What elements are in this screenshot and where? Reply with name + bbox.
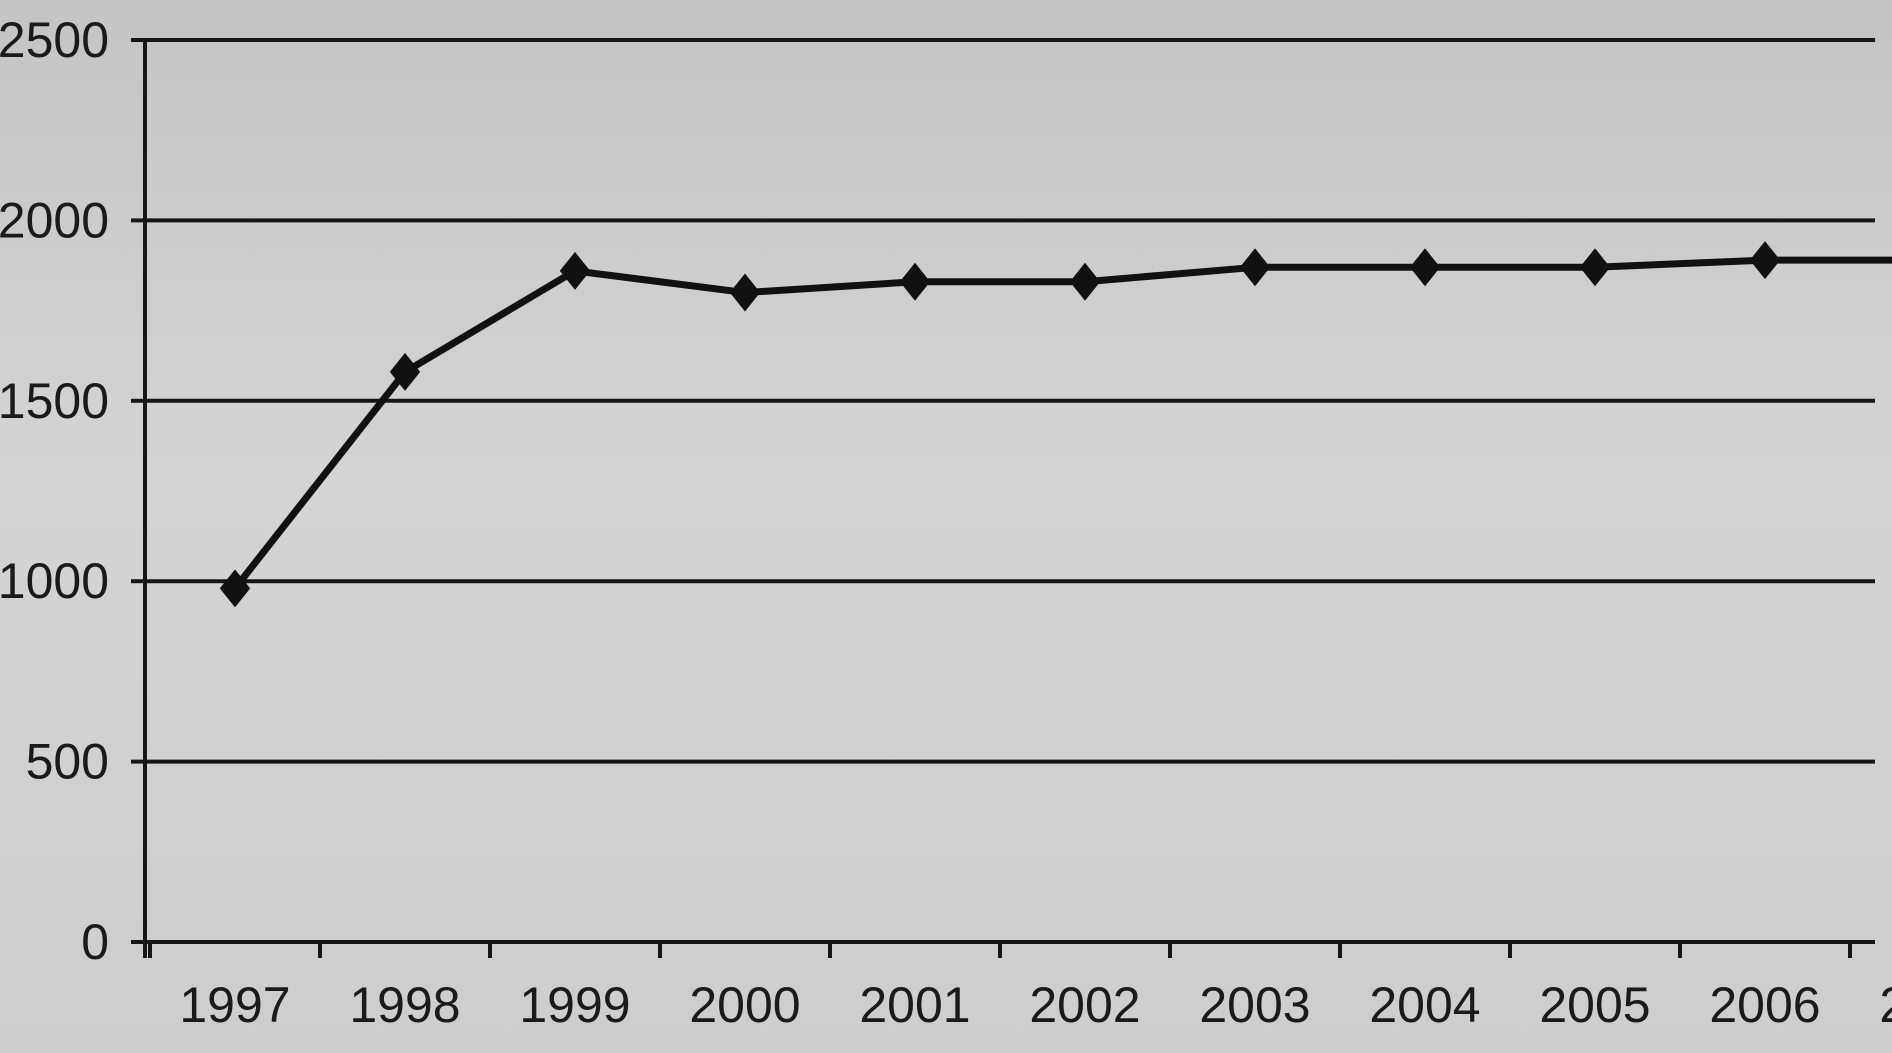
data-point-2003	[1240, 248, 1270, 286]
x-tick-label-1997: 1997	[179, 977, 290, 1033]
y-axis-ticks: 0 500 1000 1500 2000 2500	[0, 12, 109, 970]
x-tick-label-2004: 2004	[1369, 977, 1480, 1033]
series-markers	[220, 241, 1892, 607]
x-tick-label-2002: 2002	[1029, 977, 1140, 1033]
y-tick-label: 2000	[0, 192, 109, 248]
data-point-2005	[1580, 248, 1610, 286]
y-tick-label: 0	[81, 914, 109, 970]
x-axis-ticks: 1997 1998 1999 2000 2001 2002 2003 2004 2005 2006…	[179, 977, 1892, 1033]
axes	[131, 38, 1875, 958]
data-point-2004	[1410, 248, 1440, 286]
x-tick-label-2005: 2005	[1539, 977, 1650, 1033]
x-tick-label-2006: 2006	[1709, 977, 1820, 1033]
x-tick-label-2001: 2001	[859, 977, 970, 1033]
x-tick-label-1999: 1999	[519, 977, 630, 1033]
data-point-2006	[1750, 241, 1780, 279]
data-point-1999	[560, 252, 590, 290]
y-tick-label: 1000	[0, 553, 109, 609]
y-tick-label: 1500	[0, 373, 109, 429]
y-tick-label: 500	[26, 734, 109, 790]
x-tick-label-1998: 1998	[349, 977, 460, 1033]
x-tick-label-2003: 2003	[1199, 977, 1310, 1033]
series-line-path	[235, 260, 1892, 588]
data-point-2000	[730, 274, 760, 312]
data-point-2002	[1070, 263, 1100, 301]
series-line	[235, 260, 1892, 588]
x-tick-label-2000: 2000	[689, 977, 800, 1033]
data-point-2001	[900, 263, 930, 301]
gridlines	[145, 40, 1875, 762]
x-tick-label-2007: 2007	[1879, 977, 1892, 1033]
y-tick-label: 2500	[0, 12, 109, 68]
